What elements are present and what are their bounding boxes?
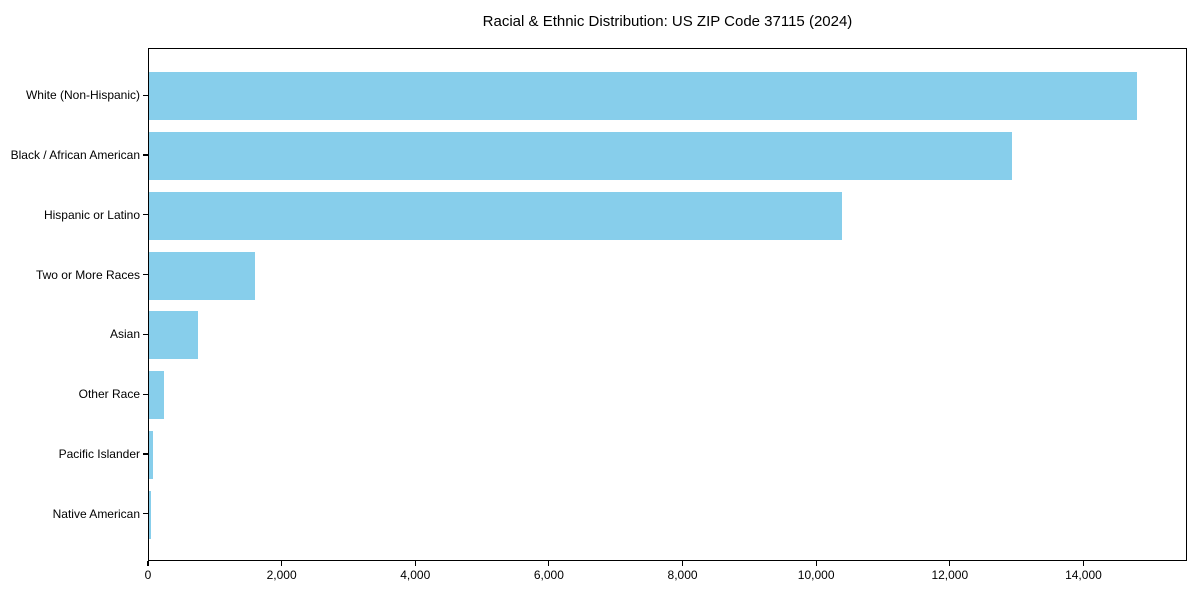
y-tick-mark [143,214,148,216]
x-tick-mark [414,561,416,566]
x-tick-label: 14,000 [1065,568,1102,582]
y-tick-mark [143,94,148,96]
bar-two-or-more-races [149,251,256,300]
bar-native-american [149,490,151,539]
y-tick-label: Native American [52,506,140,521]
y-tick-label: Two or More Races [35,267,140,282]
x-tick-mark [1082,561,1085,566]
y-tick-label: Hispanic or Latino [43,207,140,222]
y-tick-label: Pacific Islander [58,446,140,461]
y-tick-mark [143,333,148,335]
x-tick-mark [281,561,283,566]
y-tick-mark [143,513,148,515]
bar-asian [149,311,198,360]
y-tick-label: Asian [109,327,140,342]
chart-title: Racial & Ethnic Distribution: US ZIP Cod… [482,13,853,30]
bar-hispanic-or-latino [149,191,842,240]
y-tick-mark [143,393,148,395]
x-tick-mark [949,561,951,566]
x-tick-mark [681,561,684,566]
x-tick-label: 4,000 [400,568,431,582]
y-tick-mark [143,274,148,276]
y-tick-mark [143,453,148,455]
x-tick-mark [815,561,817,566]
bar-pacific-islander [149,431,153,479]
x-tick-label: 2,000 [266,568,297,582]
x-tick-label: 6,000 [533,568,564,582]
x-tick-label: 8,000 [667,568,698,582]
bar-white-non-hispanic [149,72,1137,121]
bar-black-african-american [149,132,1012,180]
x-tick-mark [548,561,550,566]
x-tick-label: 10,000 [797,568,835,582]
y-tick-label: Black / African American [10,148,140,163]
bar-other-race [149,371,165,420]
x-tick-mark [147,561,149,566]
y-tick-label: White (Non-Hispanic) [25,88,140,103]
y-tick-mark [143,154,148,156]
y-tick-label: Other Race [78,387,140,402]
plot-area [148,48,1187,561]
x-tick-label: 12,000 [931,568,969,582]
x-tick-label: 0 [144,568,152,582]
